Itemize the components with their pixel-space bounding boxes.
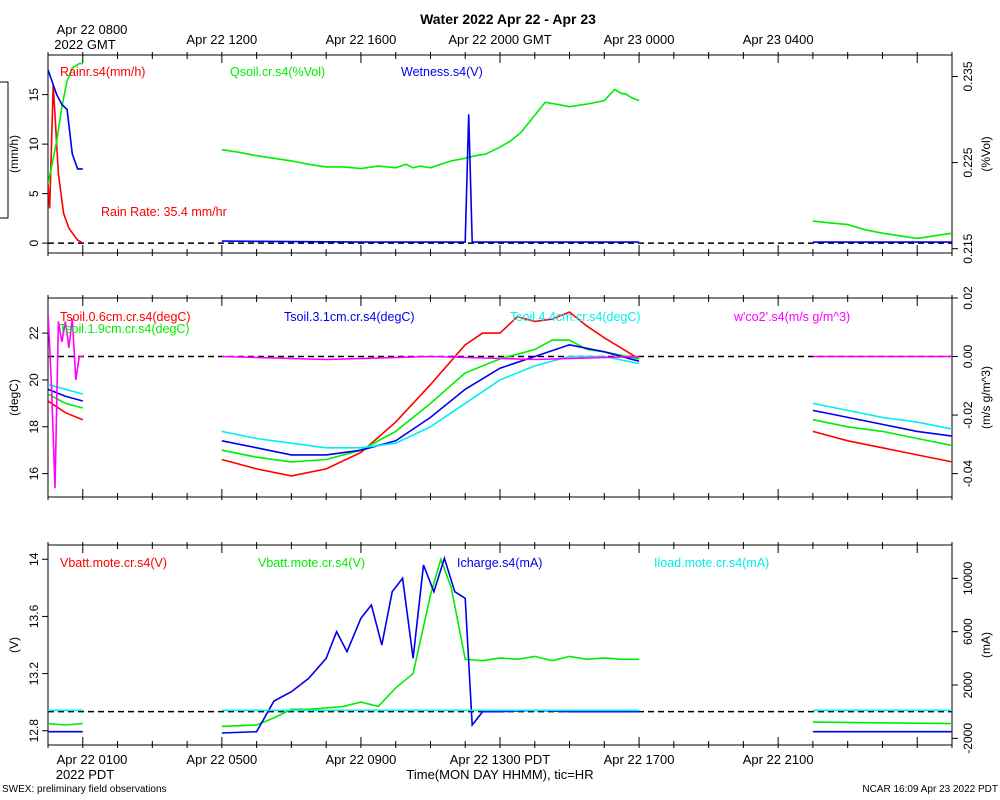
panel-bottom: 12.8 13.2 13.6 14 (V) -2000 2000 6000 10000 (mA) V… (7, 542, 993, 754)
left-tick-label: 10 (27, 137, 41, 151)
top-tick-label: Apr 23 0000 (604, 32, 675, 47)
top-tick-label: Apr 22 1600 (326, 32, 397, 47)
top-tick-label: Apr 23 0400 (743, 32, 814, 47)
legend-label: Wetness.s4(V) (401, 65, 483, 79)
bottom-axis: Apr 22 0100 Apr 22 0500 Apr 22 0900 Apr 22 … (57, 752, 814, 767)
left-axis-label: (mm/h) (7, 135, 21, 173)
right-tick-label: 0.235 (961, 61, 975, 91)
legend-label: Tsoil.1.9cm.cr.s4(degC) (59, 322, 190, 336)
left-tick-label: 18 (27, 420, 41, 434)
left-tick-label: 5 (27, 190, 41, 197)
right-tick-label: 0.215 (961, 233, 975, 263)
series-line (48, 343, 952, 456)
legend-label: Tsoil.4.4cm.cr.s4(degC) (510, 310, 641, 324)
bottom-tick-label: Apr 22 2100 (743, 752, 814, 767)
legend-label: Tsoil.3.1cm.cr.s4(degC) (284, 310, 415, 324)
legend-label: w'co2'.s4(m/s g/m^3) (733, 310, 850, 324)
bottom-tick-label: Apr 22 0500 (186, 752, 257, 767)
top-axis: Apr 22 0800 Apr 22 1200 Apr 22 1600 Apr 22 … (57, 22, 814, 47)
right-tick-label: 2000 (961, 671, 975, 698)
top-tick-label: Apr 22 0800 (57, 22, 128, 37)
panel-middle: 16 18 20 22 (degC) -0.04 -0.02 0.00 0.02 (m/s g/m… (7, 286, 993, 500)
right-tick-label: -0.02 (961, 401, 975, 429)
legend-label: Iload.mote.cr.s4(mA) (654, 556, 769, 570)
left-tick-label: 16 (27, 467, 41, 481)
rain-rate-annotation: Rain Rate: 35.4 mm/hr (101, 205, 227, 219)
right-axis-label: (%Vol) (979, 136, 993, 171)
bottom-tick-label: Apr 22 1700 (604, 752, 675, 767)
top-tick-label: Apr 22 1200 (186, 32, 257, 47)
bottom-tick-label: Apr 22 1300 PDT (450, 752, 551, 767)
bottom-axis-sub-label: 2022 PDT (56, 767, 115, 782)
left-edge-box (0, 81, 9, 219)
right-tick-label: 0.02 (961, 286, 975, 310)
series-line (48, 84, 84, 244)
series-line (48, 62, 952, 240)
chart-panels: 0 5 10 15 (mm/h) 0.215 0.225 0.235 (%Vol) Rainr.s… (0, 52, 993, 754)
right-axis-label: (mA) (979, 632, 993, 658)
left-tick-label: 0 (27, 239, 41, 246)
bottom-tick-label: Apr 22 0900 (326, 752, 397, 767)
chart-title: Water 2022 Apr 22 - Apr 23 (420, 11, 596, 27)
top-axis-sub-label: 2022 GMT (54, 37, 115, 52)
legend-label: Rainr.s4(mm/h) (60, 65, 145, 79)
plot-frame (47, 544, 953, 746)
legend-label: Vbatt.mote.cr.s4(V) (60, 556, 167, 570)
series-line (48, 555, 952, 734)
series-line (48, 69, 952, 243)
plot-frame (47, 54, 953, 254)
left-axis-label: (degC) (7, 379, 21, 416)
series-line (48, 312, 952, 489)
footer-right: NCAR 16:09 Apr 23 2022 PDT (862, 784, 998, 795)
bottom-tick-label: Apr 22 0100 (57, 752, 128, 767)
left-axis-label: (V) (7, 637, 21, 653)
panel-top: 0 5 10 15 (mm/h) 0.215 0.225 0.235 (%Vol) Rainr.s… (7, 52, 993, 264)
series-line (48, 556, 952, 728)
series-line (48, 355, 952, 449)
left-tick-label: 22 (27, 326, 41, 340)
left-tick-label: 13.6 (27, 604, 41, 628)
legend-label: Tsoil.0.6cm.cr.s4(degC) (60, 310, 191, 324)
left-tick-label: 20 (27, 373, 41, 387)
right-tick-label: 6000 (961, 618, 975, 645)
right-tick-label: -2000 (961, 723, 975, 754)
left-tick-label: 15 (27, 88, 41, 102)
footer-left: SWEX: preliminary field observations (2, 784, 167, 795)
x-axis-label: Time(MON DAY HHMM), tic=HR (406, 767, 593, 782)
legend-label: Vbatt.mote.cr.s4(V) (258, 556, 365, 570)
right-axis-label: (m/s g/m^3) (979, 366, 993, 429)
series-line (48, 311, 952, 477)
legend-label: Qsoil.cr.s4(%Vol) (230, 65, 325, 79)
left-tick-label: 13.2 (27, 662, 41, 686)
right-tick-label: 10000 (961, 561, 975, 595)
top-tick-label: Apr 22 2000 GMT (448, 32, 551, 47)
left-tick-label: 14 (27, 552, 41, 566)
right-tick-label: 0.00 (961, 345, 975, 369)
left-tick-label: 12.8 (27, 719, 41, 743)
legend-label: Icharge.s4(mA) (457, 556, 542, 570)
right-tick-label: -0.04 (961, 460, 975, 488)
right-tick-label: 0.225 (961, 147, 975, 177)
